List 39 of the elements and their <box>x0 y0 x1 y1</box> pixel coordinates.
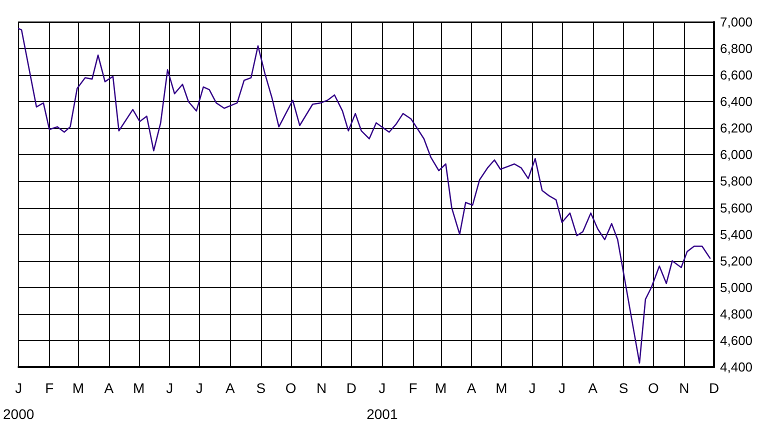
y-tick-label: 6,200 <box>720 120 753 136</box>
x-tick-label: M <box>496 380 508 396</box>
y-tick-label: 4,600 <box>720 332 753 348</box>
y-tick-label: 6,000 <box>720 147 753 162</box>
y-tick-label: 7,000 <box>720 14 753 30</box>
y-tick-label: 6,800 <box>720 41 753 56</box>
x-tick-label: S <box>618 380 628 396</box>
x-tick-label: A <box>588 380 598 396</box>
x-tick-label: F <box>408 380 418 396</box>
x-tick-label: N <box>316 380 327 396</box>
y-tick-label: 6,400 <box>720 94 753 110</box>
y-tick-label: 5,200 <box>720 253 753 268</box>
x-tick-label: D <box>346 380 356 396</box>
y-tick-label: 4,800 <box>720 306 753 322</box>
y-tick-label: 6,600 <box>720 68 753 83</box>
x-tick-label: J <box>196 380 203 396</box>
x-tick-label: N <box>679 380 690 396</box>
y-tick-label: 5,400 <box>720 226 753 242</box>
x-tick-label: J <box>528 380 536 396</box>
y-tick-label: 5,800 <box>720 174 753 189</box>
x-tick-label: S <box>256 380 266 396</box>
y-tick-label: 4,400 <box>720 360 753 374</box>
x-tick-label: A <box>226 380 236 396</box>
x-tick-label: A <box>104 380 114 396</box>
x-tick-label: F <box>45 380 54 396</box>
y-tick-label: 5,000 <box>720 280 753 295</box>
x-tick-label: D <box>708 380 720 396</box>
x-tick-label: J 2000 <box>2 380 34 422</box>
x-tick-label: O <box>648 380 659 396</box>
x-tick-label: M <box>434 380 447 396</box>
x-tick-label: J <box>558 380 566 396</box>
x-tick-label: A <box>466 380 477 396</box>
line-series <box>18 28 711 364</box>
x-tick-label: M <box>72 380 84 396</box>
y-tick-label: 5,600 <box>720 200 753 216</box>
x-tick-label: J <box>166 380 174 396</box>
x-tick-label: M <box>132 380 145 396</box>
x-tick-label: J 2001 <box>366 380 398 422</box>
x-tick-label: O <box>285 380 296 396</box>
